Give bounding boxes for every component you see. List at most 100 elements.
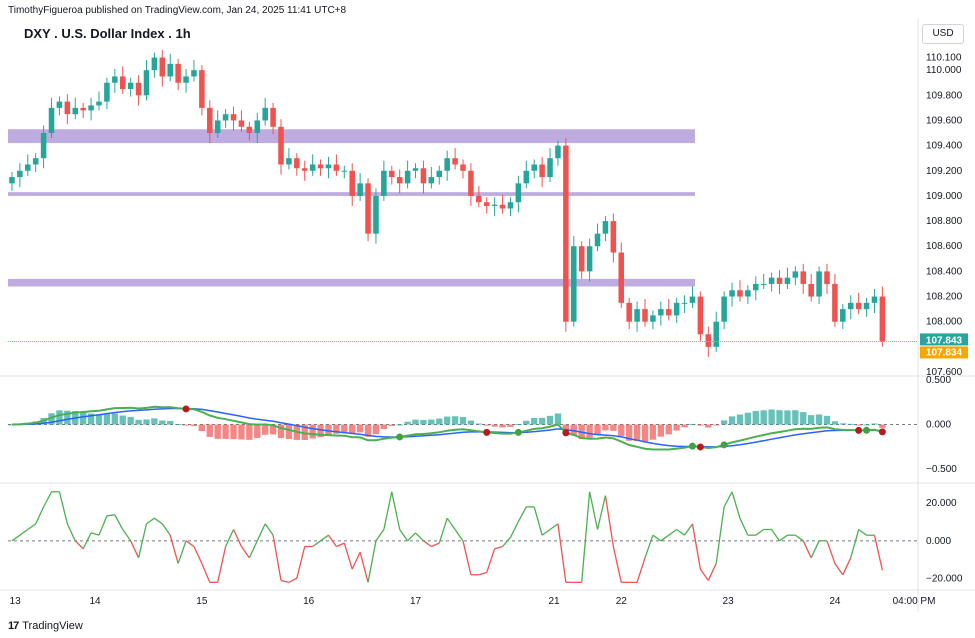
candle xyxy=(555,140,561,166)
macd-cross-marker xyxy=(514,428,522,436)
macd-histogram-bar xyxy=(752,411,759,425)
macd-histogram-bar xyxy=(396,424,403,426)
oscillator-segment xyxy=(122,529,132,542)
candle-body xyxy=(547,158,553,178)
candle-body xyxy=(262,107,268,121)
macd-histogram-bar xyxy=(626,424,633,441)
candle-body xyxy=(381,170,387,196)
macd-histogram-bar xyxy=(190,424,198,427)
candle xyxy=(800,263,807,295)
candle xyxy=(563,138,569,332)
candle-body xyxy=(824,271,830,284)
price-tick-label: 109.600 xyxy=(926,115,963,126)
macd-tick-label: 0.000 xyxy=(926,420,951,431)
candle-body xyxy=(119,76,126,90)
candle xyxy=(119,66,126,95)
candle-body xyxy=(523,170,530,184)
oscillator-segment xyxy=(11,534,21,542)
candle xyxy=(753,276,759,301)
candle xyxy=(673,297,680,323)
macd-histogram-bar xyxy=(673,424,680,431)
macd-histogram-bar xyxy=(855,424,862,426)
price-tick-label: 108.000 xyxy=(926,317,963,328)
time-tick-label: 17 xyxy=(410,596,422,607)
oscillator-segment xyxy=(684,523,694,536)
candle-body xyxy=(222,114,229,121)
macd-histogram-bar xyxy=(404,421,411,425)
candle xyxy=(824,263,830,295)
oscillator-segment xyxy=(201,563,211,583)
oscillator-segment xyxy=(58,491,68,525)
candle-body xyxy=(341,170,348,172)
oscillator-segment xyxy=(873,535,884,571)
oscillator-segment xyxy=(668,528,678,536)
macd-histogram-bar xyxy=(349,424,356,434)
candle-body xyxy=(689,296,696,303)
candle-body xyxy=(840,309,846,322)
last-price-label-bg xyxy=(920,333,968,346)
currency-button[interactable]: USD xyxy=(922,24,964,44)
time-tick-label: 15 xyxy=(196,596,208,607)
oscillator-segment xyxy=(660,534,670,542)
candle-body xyxy=(88,105,94,111)
macd-histogram-bar xyxy=(546,415,554,425)
oscillator-segment xyxy=(446,517,456,530)
candle-body xyxy=(365,183,371,234)
candle-body xyxy=(760,283,767,285)
macd-histogram-bar xyxy=(356,424,364,433)
oscillator-segment xyxy=(699,568,709,581)
oscillator-segment xyxy=(43,491,53,508)
oscillator-segment xyxy=(177,540,187,564)
candle-body xyxy=(151,57,158,71)
candle xyxy=(357,173,363,201)
macd-histogram-bar xyxy=(808,415,815,425)
oscillator-segment xyxy=(35,506,45,525)
candle xyxy=(618,242,625,308)
candle xyxy=(191,60,197,82)
macd-histogram-bar xyxy=(412,419,419,425)
price-tick-label: 107.600 xyxy=(926,367,963,378)
oscillator-segment xyxy=(581,491,591,583)
support-resistance-zone xyxy=(8,129,695,144)
macd-histogram-bar xyxy=(214,424,221,439)
macd-histogram-bar xyxy=(594,424,601,435)
candle-body xyxy=(112,76,118,83)
candle xyxy=(768,272,775,292)
candle xyxy=(404,160,411,189)
candle-body xyxy=(420,168,427,184)
oscillator-segment xyxy=(375,529,385,542)
candle xyxy=(760,273,767,289)
candle-body xyxy=(745,290,751,297)
macd-histogram-bar xyxy=(570,424,577,436)
candle xyxy=(151,52,158,78)
candle-body xyxy=(32,158,39,165)
oscillator-segment xyxy=(604,495,614,547)
candle xyxy=(112,68,118,93)
candle-body xyxy=(634,309,640,322)
candle-body xyxy=(658,309,664,316)
candle-body xyxy=(531,164,537,171)
oscillator-segment xyxy=(636,557,646,583)
candle-body xyxy=(737,290,743,297)
macd-histogram-bar xyxy=(309,424,316,439)
chart-title: DXY . U.S. Dollar Index . 1h xyxy=(24,26,191,41)
candle xyxy=(64,94,71,125)
candle xyxy=(262,97,268,126)
oscillator-segment xyxy=(557,523,567,583)
tradingview-logo[interactable]: 17 TradingView xyxy=(8,620,83,632)
oscillator-segment xyxy=(114,514,124,530)
candle-body xyxy=(230,114,237,121)
candle-body xyxy=(412,168,419,171)
candle-body xyxy=(246,126,253,134)
candle xyxy=(729,282,735,307)
candle-body xyxy=(460,164,466,171)
candle-body xyxy=(610,221,617,253)
oscillator-segment xyxy=(66,523,76,542)
candle xyxy=(745,285,751,305)
macd-histogram-bar xyxy=(56,410,63,425)
candle-body xyxy=(357,183,363,196)
candle-body xyxy=(9,177,15,184)
macd-histogram-bar xyxy=(277,424,285,439)
